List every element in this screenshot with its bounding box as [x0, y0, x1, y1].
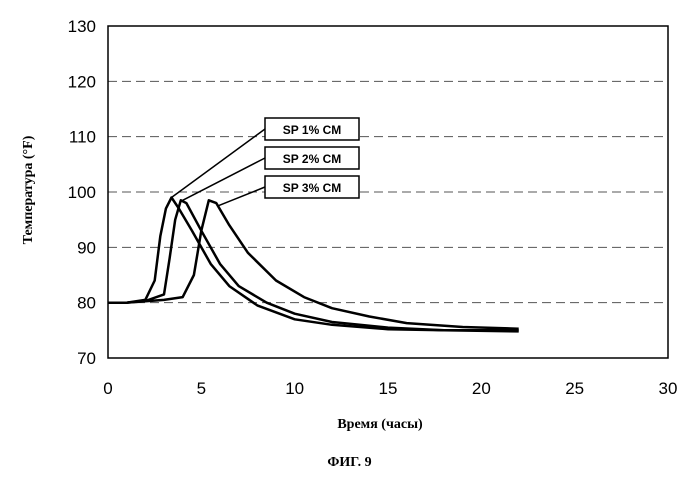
y-axis-tick-labels: 70 80 90 100 110 120 130: [68, 17, 96, 368]
x-tick-label: 15: [379, 379, 398, 398]
x-tick-label: 10: [285, 379, 304, 398]
legend-leader-line: [218, 187, 265, 206]
y-tick-label: 80: [77, 294, 96, 313]
x-tick-label: 20: [472, 379, 491, 398]
y-tick-label: 110: [69, 128, 96, 147]
x-tick-label: 30: [659, 379, 678, 398]
x-axis-title: Время (часы): [337, 417, 423, 432]
y-tick-label: 90: [77, 238, 96, 257]
legend: SP 1% CM SP 2% CM SP 3% CM: [171, 118, 359, 206]
legend-label: SP 1% CM: [283, 123, 341, 137]
legend-label: SP 2% CM: [283, 152, 341, 166]
y-tick-label: 70: [77, 349, 96, 368]
legend-leader-line: [171, 129, 265, 198]
series-lines: [108, 198, 519, 332]
x-axis-tick-labels: 0 5 10 15 20 25 30: [103, 379, 677, 398]
legend-leader-line: [183, 158, 265, 200]
figure-caption: ФИГ. 9: [0, 455, 699, 471]
x-tick-label: 25: [565, 379, 584, 398]
legend-item: SP 3% CM: [218, 176, 359, 206]
y-tick-label: 120: [68, 72, 96, 91]
y-axis-title: Температура (°F): [21, 135, 36, 244]
legend-label: SP 3% CM: [283, 181, 341, 195]
x-tick-label: 5: [197, 379, 206, 398]
x-tick-label: 0: [103, 379, 112, 398]
y-tick-label: 100: [68, 183, 96, 202]
series-line-2: [108, 200, 519, 331]
gridlines: [108, 81, 668, 302]
chart: 70 80 90 100 110 120 130 0 5 10 15 20 25 30 SP 1% CM…: [0, 0, 699, 450]
y-tick-label: 130: [68, 17, 96, 36]
